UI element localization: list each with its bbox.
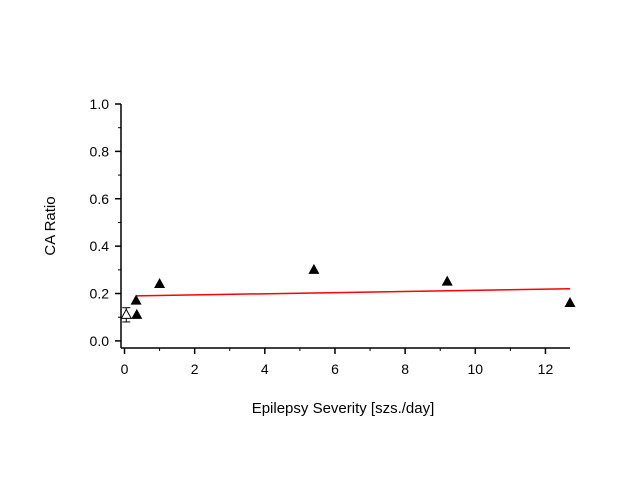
x-tick-label: 6 xyxy=(331,361,339,377)
x-tick-label: 10 xyxy=(468,361,484,377)
data-point xyxy=(154,278,166,289)
y-tick-label: 0.2 xyxy=(90,286,110,302)
x-tick-label: 8 xyxy=(401,361,409,377)
data-point xyxy=(308,263,320,274)
x-tick-label: 12 xyxy=(538,361,554,377)
axes xyxy=(120,104,570,349)
data-point xyxy=(441,275,453,286)
regression-line xyxy=(136,288,571,297)
y-tick-label: 0.8 xyxy=(90,143,110,159)
x-tick-label: 4 xyxy=(261,361,269,377)
data-marks xyxy=(120,263,576,323)
x-tick-label: 2 xyxy=(191,361,199,377)
y-tick-label: 0.4 xyxy=(90,238,110,254)
ticks: 0.0 0.2 0.4 0.6 0.8 1.0 0 2 4 6 8 10 12 xyxy=(90,96,554,377)
y-tick-label: 1.0 xyxy=(90,96,110,112)
data-point xyxy=(564,296,576,307)
y-tick-label: 0.0 xyxy=(90,333,110,349)
fit-line-group xyxy=(136,288,571,297)
y-tick-label: 0.6 xyxy=(90,191,110,207)
data-point-open xyxy=(120,308,133,319)
data-point xyxy=(131,308,143,319)
x-axis-label: Epilepsy Severity [szs./day] xyxy=(252,400,435,417)
x-tick-label: 0 xyxy=(121,361,129,377)
y-axis-label: CA Ratio xyxy=(42,196,59,255)
data-point xyxy=(130,294,142,305)
